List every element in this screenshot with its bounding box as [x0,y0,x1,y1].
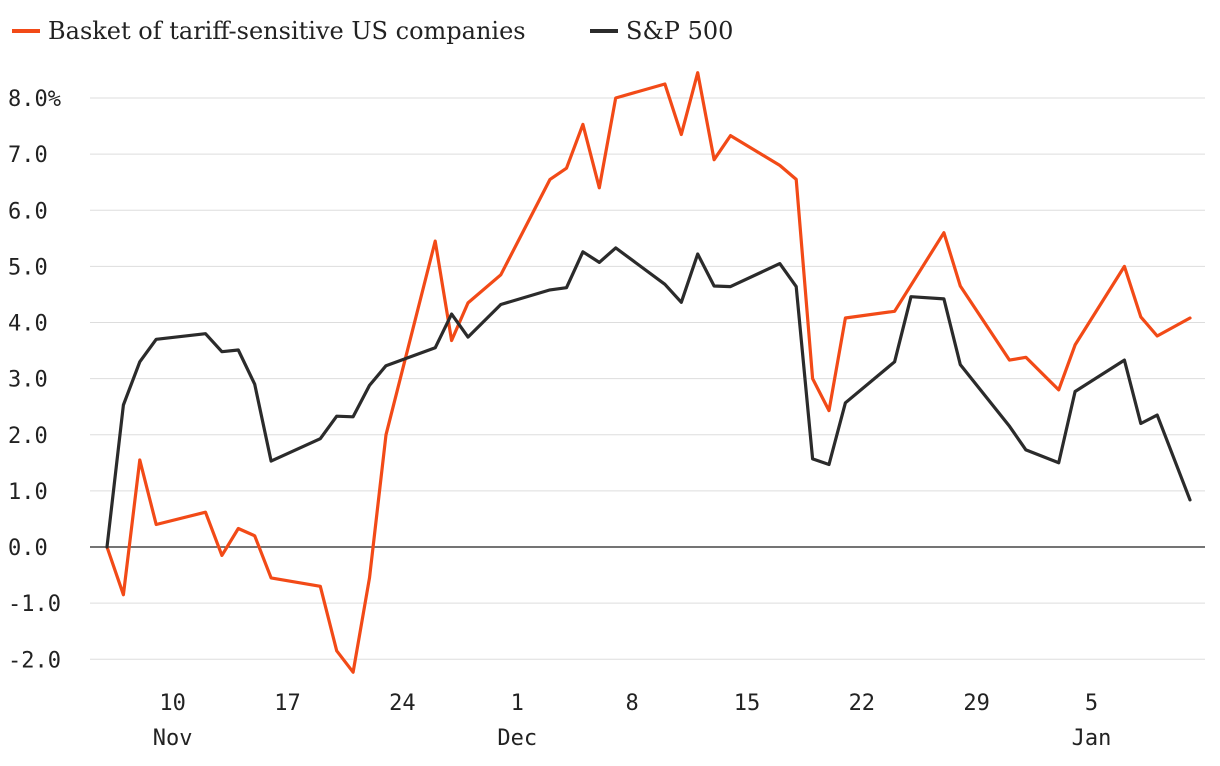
y-tick-label: 5.0 [8,255,48,280]
x-tick-label: 8 [625,691,638,716]
series-line-sp500 [105,246,1192,549]
x-tick-label: 17 [274,691,301,716]
y-tick-label: -1.0 [8,592,61,617]
y-tick-label: 3.0 [8,368,48,393]
series-line-tariff-basket [105,71,1192,674]
x-tick-label: 22 [849,691,876,716]
y-axis: -2.0 -1.0 0.0 1.0 2.0 3.0 4.0 5.0 6.0 7.0 8.0% [8,87,61,673]
x-axis: 10 Nov 17 24 1 Dec 8 15 22 29 5 Jan [153,691,1112,751]
y-tick-label: 6.0 [8,199,48,224]
x-tick-label: 24 [389,691,416,716]
x-tick-label: 5 [1085,691,1098,716]
y-tick-label: 0.0 [8,536,48,561]
y-tick-label: 7.0 [8,143,48,168]
x-tick-label: 1 [511,691,524,716]
x-month-label: Jan [1072,726,1112,751]
x-month-label: Dec [497,726,537,751]
series-lines [105,71,1192,674]
x-month-label: Nov [153,726,193,751]
y-tick-label: 2.0 [8,424,48,449]
x-tick-label: 15 [734,691,761,716]
y-tick-label: 1.0 [8,480,48,505]
legend-label-sp500: S&P 500 [626,17,733,45]
legend-label-tariff-basket: Basket of tariff-sensitive US companies [48,17,526,45]
x-tick-label: 29 [963,691,990,716]
y-tick-label: 4.0 [8,312,48,337]
x-tick-label: 10 [159,691,186,716]
y-tick-label: -2.0 [8,648,61,673]
legend: Basket of tariff-sensitive US companies S… [12,17,733,45]
y-tick-label: 8.0% [8,87,61,112]
gridlines [90,97,1205,660]
